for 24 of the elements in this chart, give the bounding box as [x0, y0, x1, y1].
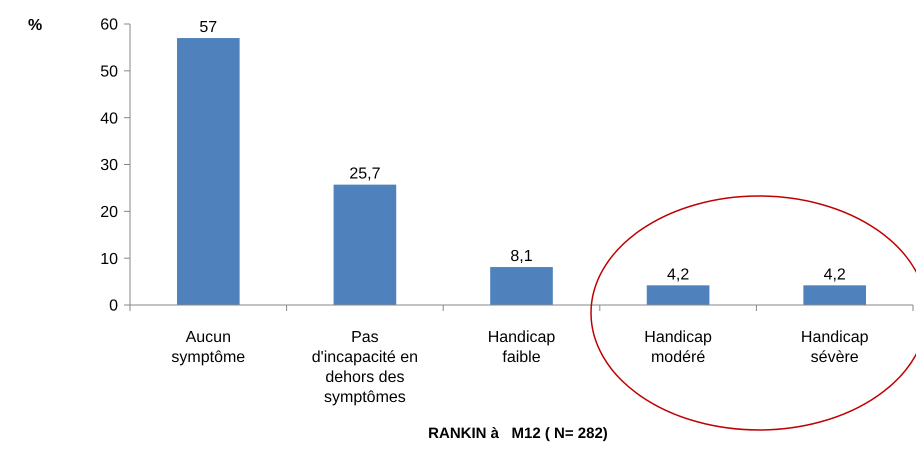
- y-tick-label: 40: [100, 110, 118, 128]
- y-tick-label: 20: [100, 204, 118, 221]
- data-label: 57: [199, 19, 218, 36]
- bar: [646, 285, 710, 305]
- y-axis-title: %: [28, 17, 42, 34]
- x-tick-label: Handicap sévère: [800, 329, 869, 366]
- x-axis-title: RANKIN à M12 ( N= 282): [428, 425, 608, 442]
- y-tick-label: 0: [109, 298, 118, 315]
- x-tick-label: Pas d'incapacité en dehors des symptômes: [312, 329, 418, 406]
- data-label: 4,2: [824, 266, 846, 284]
- data-label: 25,7: [349, 166, 381, 183]
- x-tick-label: Handicap modéré: [644, 329, 712, 366]
- y-tick-label: 30: [100, 157, 118, 174]
- data-label: 4,2: [666, 266, 690, 284]
- data-label: 8,1: [510, 248, 533, 266]
- x-tick-label: Handicap faible: [488, 329, 556, 366]
- y-tick-label: 50: [100, 63, 118, 80]
- bar: [490, 267, 553, 305]
- bar: [803, 285, 866, 305]
- y-tick-label: 60: [100, 16, 118, 34]
- x-tick-label: Aucun symptôme: [171, 329, 246, 366]
- bar: [334, 184, 396, 305]
- bar: [176, 38, 240, 305]
- y-tick-label: 10: [100, 250, 118, 268]
